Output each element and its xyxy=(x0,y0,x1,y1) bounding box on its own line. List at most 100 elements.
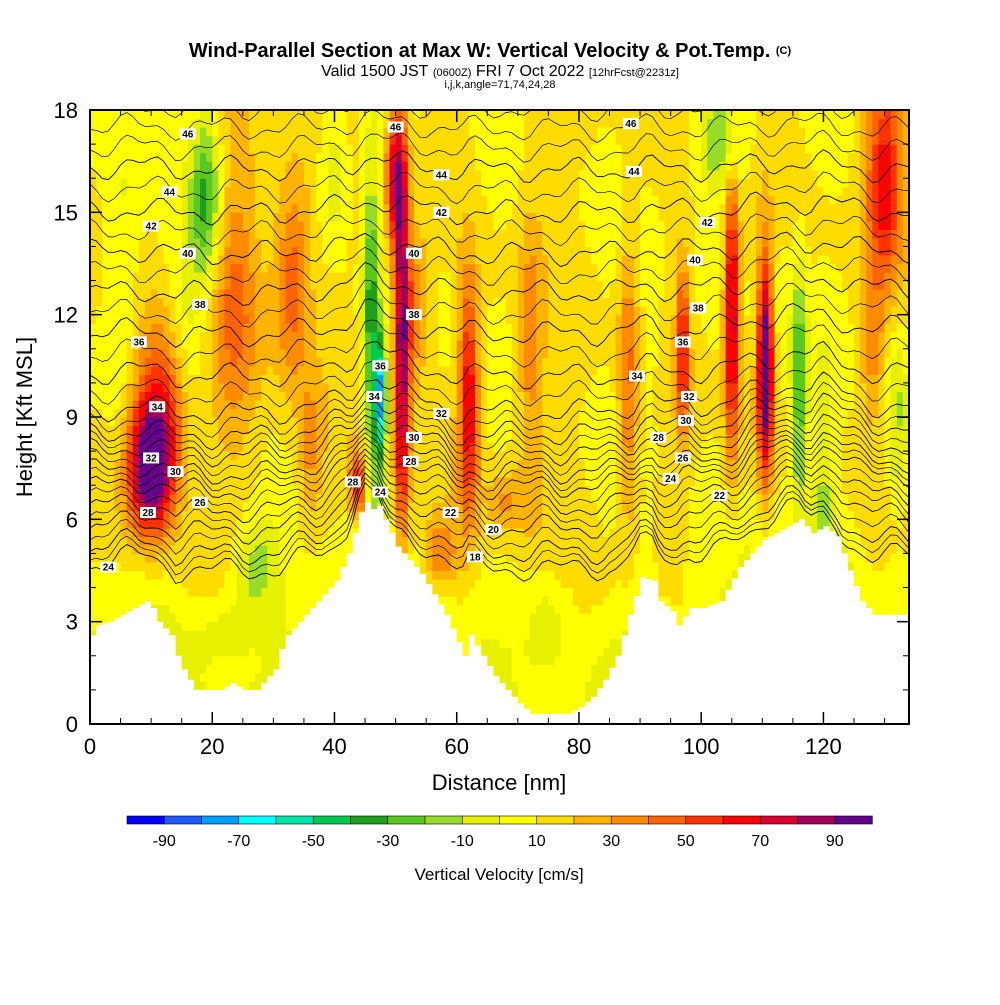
heatmap-cell xyxy=(731,493,739,503)
heatmap-cell xyxy=(96,468,103,478)
heatmap-cell xyxy=(829,502,837,512)
heatmap-cell xyxy=(890,527,898,537)
heatmap-cell xyxy=(248,527,256,537)
heatmap-cell xyxy=(212,553,219,563)
heatmap-cell xyxy=(597,561,604,572)
heatmap-cell xyxy=(835,485,843,495)
heatmap-cell xyxy=(523,519,531,529)
heatmap-cell xyxy=(230,425,238,435)
heatmap-cell xyxy=(560,647,568,657)
heatmap-cell xyxy=(236,544,244,555)
heatmap-cell xyxy=(578,621,586,631)
heatmap-cell xyxy=(273,493,281,503)
heatmap-cell xyxy=(884,417,892,427)
heatmap-cell xyxy=(902,561,909,572)
heatmap-cell xyxy=(878,442,886,452)
heatmap-cell xyxy=(334,561,342,572)
heatmap-cell xyxy=(291,493,299,503)
heatmap-cell xyxy=(267,468,274,478)
heatmap-cell xyxy=(224,434,232,444)
heatmap-cell xyxy=(676,502,684,512)
heatmap-cell xyxy=(505,459,513,469)
heatmap-cell xyxy=(163,579,171,589)
heatmap-cell xyxy=(138,451,146,461)
heatmap-cell xyxy=(756,459,763,469)
heatmap-cell xyxy=(695,553,702,563)
heatmap-cell xyxy=(548,672,556,682)
heatmap-cell xyxy=(224,638,232,648)
heatmap-cell xyxy=(835,425,843,435)
heatmap-cell xyxy=(872,604,880,614)
heatmap-cell xyxy=(395,459,403,469)
heatmap-cell xyxy=(248,502,256,512)
heatmap-cell xyxy=(218,630,226,640)
heatmap-cell xyxy=(603,408,611,418)
heatmap-cell xyxy=(591,519,598,529)
heatmap-cell xyxy=(328,510,336,520)
heatmap-cell xyxy=(499,655,507,665)
heatmap-cell xyxy=(621,561,629,572)
heatmap-cell xyxy=(169,536,177,546)
heatmap-cell xyxy=(780,493,788,503)
heatmap-cell xyxy=(688,408,696,418)
heatmap-cell xyxy=(456,502,464,512)
heatmap-cell xyxy=(554,527,562,537)
heatmap-cell xyxy=(255,519,262,529)
heatmap-cell xyxy=(114,442,122,452)
heatmap-cell xyxy=(444,561,452,572)
heatmap-cell xyxy=(517,468,525,478)
heatmap-cell xyxy=(487,510,494,520)
heatmap-cell xyxy=(890,596,898,606)
heatmap-cell xyxy=(902,493,909,503)
heatmap-cell xyxy=(786,442,794,452)
heatmap-cell xyxy=(334,570,342,580)
heatmap-cell xyxy=(511,655,519,665)
heatmap-cell xyxy=(444,468,452,478)
heatmap-cell xyxy=(896,553,904,563)
heatmap-cell xyxy=(756,468,763,478)
heatmap-cell xyxy=(261,527,268,537)
heatmap-cell xyxy=(169,485,177,495)
heatmap-cell xyxy=(157,527,164,537)
heatmap-cell xyxy=(169,476,177,486)
heatmap-cell xyxy=(120,527,128,537)
heatmap-cell xyxy=(609,561,617,572)
heatmap-cell xyxy=(236,459,244,469)
heatmap-cell xyxy=(90,570,97,580)
heatmap-cell xyxy=(896,587,904,597)
heatmap-cell xyxy=(175,476,183,486)
heatmap-cell xyxy=(627,451,635,461)
heatmap-cell xyxy=(841,442,849,452)
heatmap-cell xyxy=(273,664,281,674)
heatmap-cell xyxy=(200,408,207,418)
heatmap-cell xyxy=(187,425,195,435)
heatmap-cell xyxy=(413,544,421,555)
heatmap-cell xyxy=(96,485,103,495)
heatmap-cell xyxy=(279,502,287,512)
heatmap-cell xyxy=(713,553,721,563)
heatmap-cell xyxy=(682,510,690,520)
heatmap-cell xyxy=(511,621,519,631)
heatmap-cell xyxy=(572,544,580,555)
heatmap-cell xyxy=(169,613,177,623)
heatmap-cell xyxy=(572,613,580,623)
heatmap-cell xyxy=(212,647,219,657)
heatmap-cell xyxy=(187,561,195,572)
heatmap-cell xyxy=(719,579,727,589)
heatmap-cell xyxy=(664,468,672,478)
heatmap-cell xyxy=(218,672,226,682)
heatmap-cell xyxy=(267,613,274,623)
heatmap-cell xyxy=(456,527,464,537)
heatmap-cell xyxy=(242,681,250,691)
heatmap-cell xyxy=(420,408,427,418)
heatmap-cell xyxy=(713,596,721,606)
heatmap-cell xyxy=(676,561,684,572)
heatmap-cell xyxy=(872,519,880,529)
heatmap-cell xyxy=(768,442,776,452)
heatmap-cell xyxy=(792,417,800,427)
heatmap-cell xyxy=(444,596,452,606)
heatmap-cell xyxy=(181,519,189,529)
heatmap-cell xyxy=(255,681,262,691)
heatmap-cell xyxy=(597,536,604,546)
heatmap-cell xyxy=(701,510,708,520)
